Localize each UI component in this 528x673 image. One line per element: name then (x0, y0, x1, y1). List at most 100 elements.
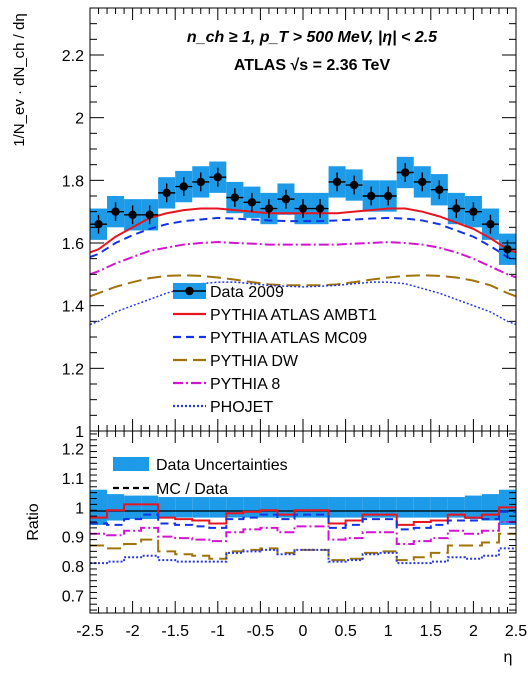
data-point (447, 199, 465, 218)
data-point (294, 199, 312, 218)
x-tick-label: 1.5 (420, 623, 442, 640)
y-tick-label: 1.8 (62, 173, 84, 190)
ratio-uncertainty-band (430, 497, 448, 518)
legend-label: Data 2009 (210, 284, 284, 301)
ratio-phojet (90, 547, 516, 565)
ratio-uncertainty-band (396, 497, 414, 518)
data-point (379, 186, 397, 206)
data-point-marker (179, 182, 188, 191)
bottom-panel: -2.5 -2 -1.5 -1 -0.5 0 0.5 1 1.5 2 2.5 0.7 0.8 0.9 1 1… (25, 430, 527, 666)
data-point (464, 202, 482, 222)
ratio-uncertainty-band (294, 497, 312, 518)
y-tick-label: 1.4 (62, 299, 84, 316)
data-point-marker (418, 177, 427, 187)
ratio-pythia-atlas-mc09 (90, 510, 516, 531)
legend-label: PYTHIA DW (210, 353, 299, 370)
data-point-marker (452, 204, 461, 213)
data-point (226, 188, 244, 207)
top-y-axis-label: 1/N_ev · dN_ch / dη (11, 13, 28, 146)
data-point (430, 180, 448, 200)
legend-entry: PYTHIA ATLAS AMBT1 (173, 307, 377, 324)
x-tick-label: -1 (211, 623, 225, 640)
ratio-uncertainty-band (328, 497, 346, 518)
data-point-marker (94, 220, 103, 229)
ratio-uncertainty-band (464, 495, 482, 520)
ratio-y-tick-label: 1.2 (62, 442, 84, 459)
data-point (328, 172, 346, 192)
x-tick-label: -0.5 (247, 623, 275, 640)
x-tick-label: 2.5 (505, 623, 527, 640)
ratio-uncertainty-band (447, 497, 465, 518)
ratio-y-tick-label: 0.9 (62, 530, 84, 547)
ratio-legend-entry: MC / Data (113, 481, 228, 498)
ratio-legend-label: MC / Data (156, 481, 228, 498)
ratio-uncertainty-band (413, 497, 431, 518)
legend-label: PYTHIA ATLAS MC09 (210, 330, 367, 347)
ratio-legend-band-swatch (113, 457, 149, 471)
data-point-marker (315, 204, 325, 213)
bottom-legend: Data Uncertainties MC / Data (113, 457, 288, 498)
legend-entry: Data 2009 (173, 283, 284, 301)
legend-marker (185, 286, 194, 296)
curve-pythia-dw (89, 274, 517, 298)
top-legend: Data 2009 PYTHIA ATLAS AMBT1 PYTHIA ATLAS … (173, 283, 377, 416)
ratio-y-tick-label: 1.1 (62, 471, 84, 488)
data-point-marker (281, 194, 291, 204)
data-point-marker (162, 188, 171, 198)
data-point-marker (213, 173, 222, 182)
y-tick-label: 1.2 (62, 361, 84, 378)
top-title-line1: n_ch ≥ 1, p_T > 500 MeV, |η| < 2.5 (187, 29, 438, 46)
bottom-x-ticks: -2.5 -2 -1.5 -1 -0.5 0 0.5 1 1.5 2 2.5 (76, 431, 527, 640)
ratio-uncertainty-band (481, 494, 499, 521)
ratio-curves-group (90, 503, 516, 565)
bottom-y-axis-label: Ratio (25, 503, 42, 540)
data-point (277, 189, 295, 209)
data-point (90, 214, 108, 234)
data-point-marker (298, 204, 308, 213)
legend-label: PHOJET (210, 399, 273, 416)
data-point-marker (401, 168, 410, 177)
data-point (192, 172, 210, 192)
data-point (362, 186, 380, 206)
data-point-marker (145, 210, 154, 219)
legend-label: PYTHIA ATLAS AMBT1 (210, 307, 377, 324)
ratio-pythia-dw (90, 532, 516, 562)
data-point (209, 167, 227, 187)
ratio-uncertainty-band (311, 497, 329, 518)
data-point-marker (128, 210, 137, 219)
curve-pythia-8 (89, 241, 517, 279)
ratio-uncertainty-band (277, 497, 295, 518)
data-point-marker (349, 180, 359, 190)
data-point (260, 199, 278, 218)
x-tick-label: 2 (469, 623, 478, 640)
ratio-uncertainty-band (209, 497, 227, 518)
data-point-marker (332, 177, 342, 187)
x-tick-label: 0.5 (334, 623, 356, 640)
top-title-line2: ATLAS √s = 2.36 TeV (234, 57, 391, 74)
data-point (175, 177, 193, 196)
legend-entry: PHOJET (173, 399, 273, 416)
data-point-marker (264, 204, 274, 213)
data-point-marker (435, 185, 444, 194)
ratio-uncertainty-band (192, 497, 210, 518)
y-tick-label: 2 (75, 111, 84, 128)
bottom-y-ticks: 0.7 0.8 0.9 1 1.1 1.2 (62, 433, 516, 611)
data-point (124, 205, 142, 225)
y-tick-label: 1.6 (62, 236, 84, 253)
ratio-legend-label: Data Uncertainties (156, 457, 288, 474)
data-point (141, 205, 159, 225)
y-tick-label: 2.2 (62, 48, 84, 65)
data-point-marker (111, 207, 120, 216)
x-tick-label: -1.5 (161, 623, 189, 640)
ratio-uncertainty-band (175, 497, 193, 518)
ratio-uncertainty-band (90, 489, 108, 525)
y-tick-label: 1 (75, 424, 84, 441)
ratio-uncertainty-band (124, 495, 142, 520)
x-axis-label: η (504, 649, 513, 666)
data-point (311, 199, 329, 218)
data-point-marker (486, 220, 495, 229)
data-point-marker (366, 191, 376, 201)
ratio-uncertainty-band (379, 497, 397, 518)
ratio-y-tick-label: 0.7 (62, 588, 84, 605)
legend-label: PYTHIA 8 (210, 376, 280, 393)
